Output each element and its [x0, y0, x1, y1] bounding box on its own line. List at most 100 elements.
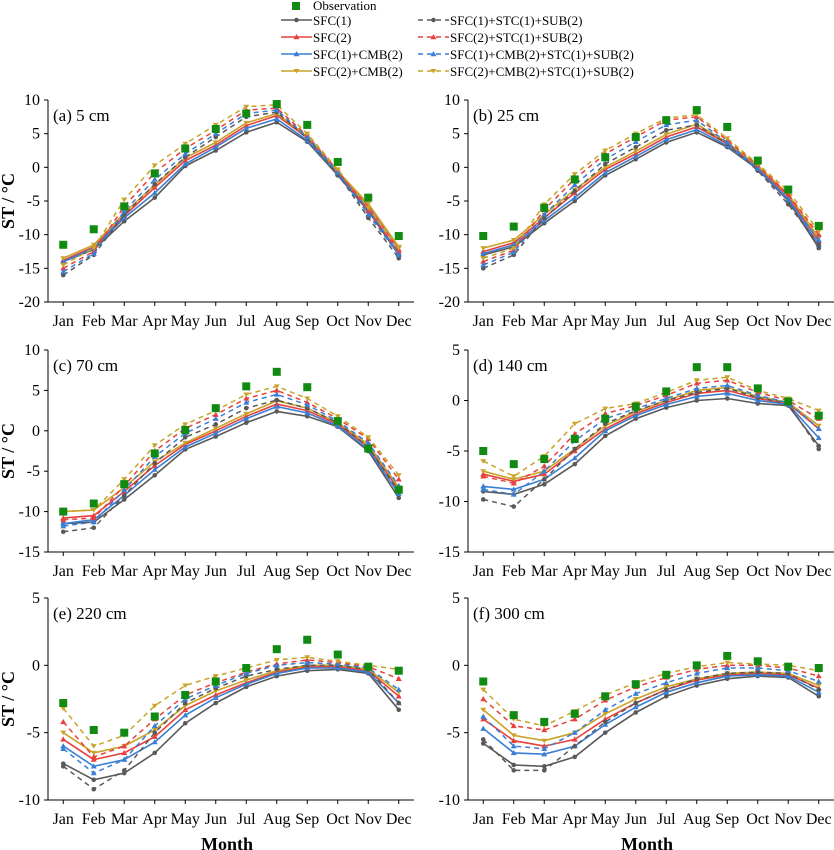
- series-line-s8: [482, 661, 819, 727]
- series-line-s4: [482, 671, 820, 742]
- series-line-s1: [482, 675, 820, 768]
- data-point-s1: [541, 764, 547, 769]
- observation-point: [784, 185, 793, 194]
- data-point-s3: [151, 739, 158, 745]
- data-point-s7: [541, 468, 548, 474]
- observation-point: [59, 699, 68, 708]
- data-point-s4: [60, 256, 67, 261]
- x-tick-label: Aug: [683, 563, 711, 580]
- panel-label: (d) 140 cm: [473, 356, 548, 375]
- x-tick-label: Sep: [295, 313, 319, 330]
- series-line-s4: [483, 386, 820, 481]
- data-point-s4: [243, 411, 250, 417]
- observation-point: [723, 122, 732, 131]
- data-point-s8: [815, 229, 822, 234]
- series-line-s5: [62, 664, 400, 791]
- data-point-s8: [571, 421, 578, 427]
- data-point-s8: [334, 659, 341, 664]
- x-tick-label: Jun: [625, 563, 647, 580]
- data-point-s8: [724, 660, 731, 666]
- data-point-s7: [815, 425, 822, 431]
- data-point-s6: [693, 380, 700, 386]
- data-point-s5: [274, 397, 280, 403]
- series-line-s1: [483, 131, 820, 256]
- data-point-s1: [816, 694, 822, 699]
- y-tick-label: -15: [439, 544, 460, 561]
- data-point-s5: [541, 215, 547, 221]
- data-point-s3: [663, 401, 670, 407]
- observation-point: [479, 232, 488, 241]
- data-point-s2: [510, 737, 517, 743]
- legend-entry-s5: SFC(1)+STC(1)+SUB(2): [418, 13, 582, 28]
- observation-point: [150, 449, 159, 458]
- data-point-s8: [571, 172, 578, 177]
- y-tick-label: 0: [32, 657, 40, 674]
- series-line-s5: [482, 124, 820, 269]
- series-s3: [60, 665, 402, 769]
- data-point-s8: [90, 507, 97, 513]
- data-point-s3: [304, 410, 311, 416]
- y-tick-label: 10: [24, 92, 40, 109]
- data-point-s7: [121, 208, 128, 214]
- data-point-s4: [212, 140, 219, 145]
- data-point-s3: [480, 250, 487, 256]
- data-point-s7: [395, 251, 402, 258]
- legend-label-s1: SFC(1): [313, 13, 351, 28]
- legend-label-s5: SFC(1)+STC(1)+SUB(2): [450, 13, 582, 28]
- data-point-s3: [693, 393, 700, 399]
- data-point-s3: [602, 427, 609, 433]
- data-point-s7: [693, 117, 700, 123]
- series-line-s3: [483, 392, 820, 491]
- data-point-s5: [182, 434, 188, 440]
- x-tick-label: Jul: [657, 563, 676, 580]
- series-s2: [60, 112, 402, 263]
- data-point-s4: [90, 242, 97, 248]
- observation-point: [814, 221, 823, 230]
- observation-point: [692, 363, 701, 372]
- panel-label: (a) 5 cm: [53, 106, 110, 125]
- data-point-s3: [510, 486, 517, 492]
- data-point-s7: [663, 395, 670, 401]
- x-tick-label: Feb: [502, 811, 526, 828]
- x-tick-label: Feb: [82, 811, 106, 828]
- data-point-s6: [480, 696, 487, 702]
- data-point-s8: [480, 459, 487, 464]
- series-s1: [480, 396, 822, 497]
- data-point-s5: [816, 242, 822, 248]
- data-point-s1: [121, 497, 127, 502]
- legend-marker-s7: [430, 51, 437, 57]
- data-point-s7: [693, 385, 700, 391]
- x-tick-label: Sep: [295, 811, 319, 828]
- data-point-s5: [152, 460, 158, 466]
- observation-point: [723, 651, 732, 660]
- data-point-s5: [121, 768, 127, 773]
- series-s8: [60, 384, 402, 515]
- observation-point: [272, 645, 281, 654]
- data-point-s8: [243, 104, 250, 110]
- data-point-s5: [91, 786, 97, 792]
- observation-series: [479, 363, 823, 469]
- y-tick-label: -5: [27, 725, 40, 742]
- data-point-s6: [60, 516, 67, 522]
- x-tick-label: May: [171, 313, 200, 330]
- data-point-s6: [480, 473, 487, 479]
- x-tick-label: Jun: [205, 811, 227, 828]
- data-point-s8: [602, 148, 609, 153]
- data-point-s7: [273, 662, 280, 668]
- x-tick-label: Aug: [683, 811, 711, 828]
- data-point-s3: [693, 679, 700, 686]
- observation-point: [181, 690, 190, 699]
- data-point-s1: [663, 694, 669, 699]
- x-tick-label: Nov: [774, 563, 802, 580]
- data-point-s5: [60, 272, 66, 278]
- x-axis-title: Month: [201, 834, 253, 850]
- legend-entry-s7: SFC(1)+CMB(2)+STC(1)+SUB(2): [418, 47, 634, 62]
- data-point-s5: [511, 768, 517, 773]
- data-point-s3: [212, 694, 219, 700]
- observation-point: [662, 670, 671, 679]
- data-point-s1: [633, 710, 639, 715]
- data-point-s7: [304, 134, 311, 140]
- y-tick-label: -15: [439, 260, 460, 277]
- x-tick-label: Oct: [326, 811, 350, 828]
